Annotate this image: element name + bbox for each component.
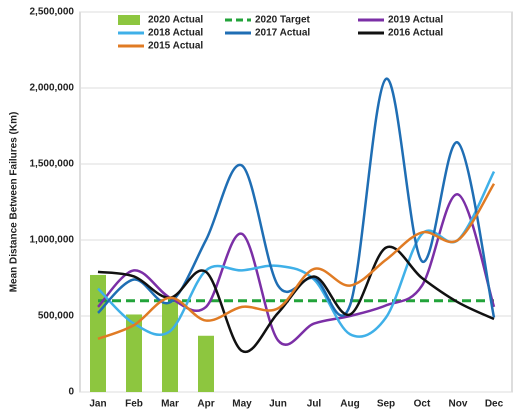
series-line	[97, 77, 496, 318]
y-tick-label: 2,500,000	[30, 7, 75, 18]
y-tick-label: 0	[68, 387, 74, 398]
legend-label: 2020 Actual	[148, 15, 203, 26]
bar	[126, 314, 142, 392]
x-tick-label: Apr	[197, 399, 214, 409]
y-tick-label: 1,000,000	[30, 235, 75, 246]
x-tick-label: Feb	[125, 399, 143, 409]
x-tick-label: Nov	[449, 399, 468, 409]
x-tick-label: May	[232, 399, 252, 409]
plot-area	[79, 11, 513, 393]
series-line	[97, 183, 496, 340]
x-tick-label: Jun	[269, 399, 287, 409]
legend-label: 2018 Actual	[148, 28, 203, 39]
legend-label: 2015 Actual	[148, 41, 203, 52]
x-tick-label: Dec	[485, 399, 504, 409]
x-tick-label: Mar	[161, 399, 179, 409]
x-tick-label: Jan	[89, 399, 106, 409]
x-tick-label: Sep	[377, 399, 395, 409]
y-tick-label: 500,000	[38, 311, 75, 322]
y-tick-label: 1,500,000	[30, 159, 75, 170]
bar	[162, 302, 178, 392]
legend-label: 2016 Actual	[388, 28, 443, 39]
legend-label: 2020 Target	[255, 15, 311, 26]
y-tick-label: 2,000,000	[30, 83, 75, 94]
legend-label: 2019 Actual	[388, 15, 443, 26]
x-tick-label: Aug	[340, 399, 359, 409]
x-tick-label: Oct	[414, 399, 431, 409]
bar	[198, 335, 214, 392]
x-tick-label: Jul	[307, 399, 322, 409]
bar	[90, 274, 106, 392]
legend-swatch	[118, 15, 140, 25]
series-line	[97, 171, 496, 338]
y-axis-label: Mean Distance Between Failures (Km)	[9, 112, 20, 293]
legend-label: 2017 Actual	[255, 28, 310, 39]
